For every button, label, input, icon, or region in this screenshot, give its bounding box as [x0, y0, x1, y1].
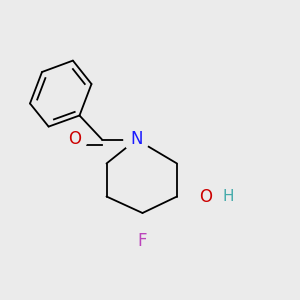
Text: F: F — [138, 232, 147, 250]
Text: O: O — [199, 188, 212, 206]
Text: N: N — [130, 130, 143, 148]
Circle shape — [124, 127, 149, 152]
Circle shape — [62, 127, 87, 152]
Circle shape — [130, 229, 155, 254]
Circle shape — [215, 184, 241, 209]
Circle shape — [193, 184, 218, 209]
Text: O: O — [68, 130, 81, 148]
Text: H: H — [222, 189, 234, 204]
